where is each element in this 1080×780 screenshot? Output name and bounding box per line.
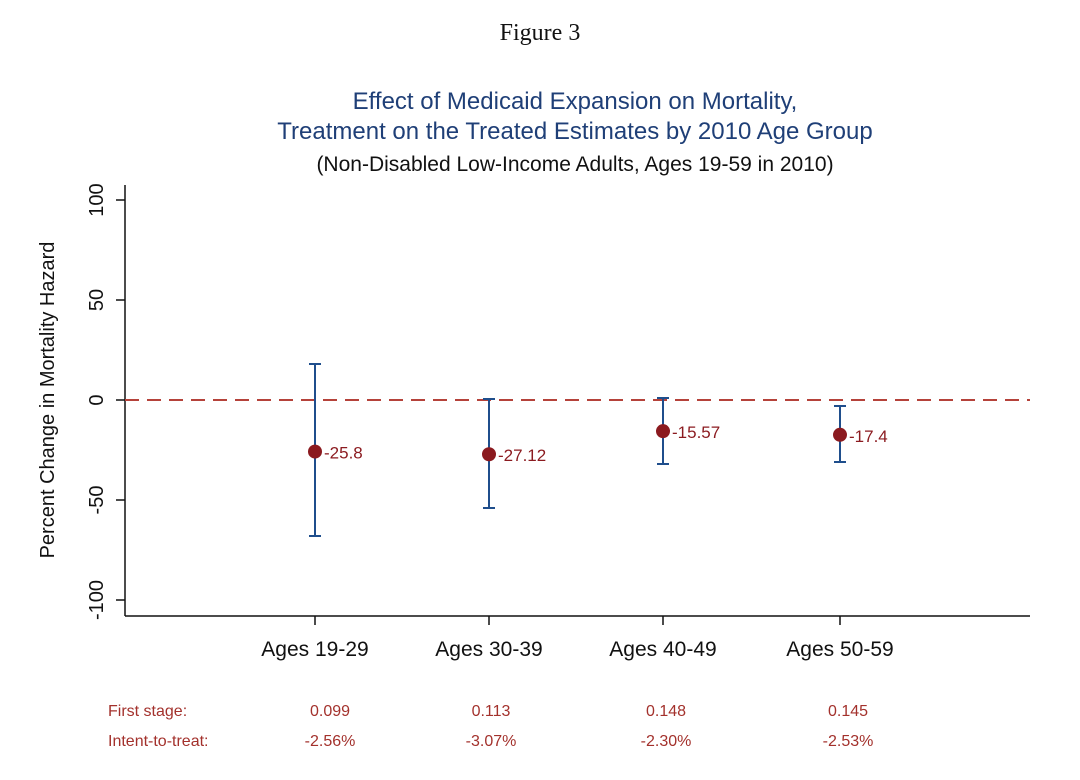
itt-value: -2.56% — [304, 733, 356, 750]
x-tick-label: Ages 40-49 — [609, 638, 716, 661]
point-estimate — [656, 424, 670, 439]
chart-title-line-2: Treatment on the Treated Estimates by 20… — [277, 118, 873, 145]
first-stage-value: 0.099 — [309, 703, 351, 720]
x-tick-label: Ages 50-59 — [786, 638, 893, 661]
x-tick-label: Ages 19-29 — [261, 638, 368, 661]
chart-title-line-1: Effect of Medicaid Expansion on Mortalit… — [352, 88, 798, 115]
x-tick-label: Ages 30-39 — [435, 638, 542, 661]
first-stage-label: First stage: — [108, 703, 188, 720]
point-label: -25.8 — [324, 444, 363, 463]
itt-value: -2.53% — [822, 733, 874, 750]
itt-value: -3.07% — [465, 733, 517, 750]
point-estimate — [833, 427, 847, 442]
y-tick-label: 50 — [86, 289, 108, 311]
point-label: -27.12 — [498, 446, 546, 465]
point-label: -15.57 — [672, 423, 720, 442]
point-estimate — [482, 447, 496, 462]
y-axis-title: Percent Change in Mortality Hazard — [37, 242, 59, 559]
y-tick-label: -50 — [86, 486, 108, 515]
y-tick-label: 100 — [86, 183, 108, 216]
itt-label: Intent-to-treat: — [108, 733, 209, 750]
itt-value: -2.30% — [640, 733, 692, 750]
y-tick-label: 0 — [86, 394, 108, 405]
y-tick-label: -100 — [86, 580, 108, 620]
point-estimate — [308, 444, 322, 459]
chart-subtitle: (Non-Disabled Low-Income Adults, Ages 19… — [316, 153, 834, 176]
first-stage-value: 0.145 — [827, 703, 869, 720]
first-stage-value: 0.113 — [471, 703, 511, 720]
point-label: -17.4 — [849, 427, 888, 446]
first-stage-value: 0.148 — [645, 703, 687, 720]
figure-label: Figure 3 — [499, 20, 581, 46]
